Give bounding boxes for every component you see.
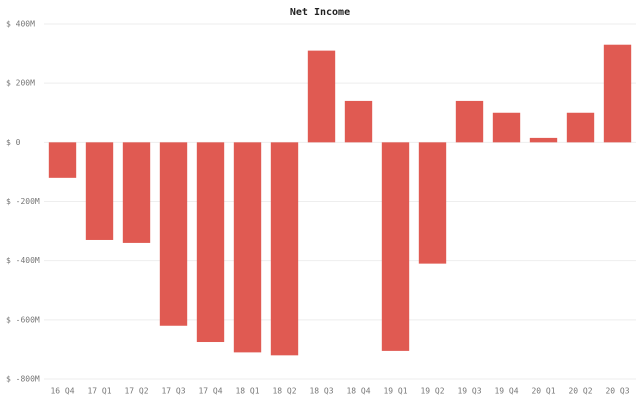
x-tick-label: 18 Q1 xyxy=(235,387,259,396)
x-tick-label: 18 Q4 xyxy=(346,387,370,396)
bar xyxy=(529,137,558,143)
x-tick-label: 17 Q1 xyxy=(87,387,111,396)
bar xyxy=(381,142,410,351)
x-tick-label: 17 Q3 xyxy=(161,387,185,396)
y-tick-label: $ -600M xyxy=(6,315,40,324)
x-tick-label: 17 Q4 xyxy=(198,387,222,396)
x-tick-label: 17 Q2 xyxy=(124,387,148,396)
x-tick-label: 16 Q4 xyxy=(50,387,74,396)
bar xyxy=(85,142,114,240)
bar xyxy=(566,112,595,143)
x-tick-label: 19 Q4 xyxy=(494,387,518,396)
bar xyxy=(603,44,632,143)
bar xyxy=(233,142,262,353)
bar xyxy=(344,100,373,143)
x-tick-label: 19 Q3 xyxy=(457,387,481,396)
x-tick-label: 18 Q3 xyxy=(309,387,333,396)
bar xyxy=(418,142,447,264)
bar xyxy=(196,142,225,343)
x-tick-label: 20 Q3 xyxy=(605,387,629,396)
chart-title: Net Income xyxy=(290,7,350,18)
y-tick-label: $ -400M xyxy=(6,256,40,265)
bar xyxy=(48,142,77,178)
bar xyxy=(122,142,151,243)
bar xyxy=(307,50,336,143)
x-tick-label: 18 Q2 xyxy=(272,387,296,396)
y-tick-label: $ -800M xyxy=(6,375,40,384)
x-tick-label: 20 Q1 xyxy=(531,387,555,396)
y-tick-label: $ -200M xyxy=(6,197,40,206)
x-tick-label: 19 Q2 xyxy=(420,387,444,396)
y-tick-label: $ 0 xyxy=(6,138,21,147)
x-tick-label: 19 Q1 xyxy=(383,387,407,396)
bar xyxy=(455,100,484,143)
bar xyxy=(270,142,299,356)
bar xyxy=(492,112,521,143)
bar xyxy=(159,142,188,326)
y-tick-label: $ 200M xyxy=(6,79,35,88)
x-tick-label: 20 Q2 xyxy=(568,387,592,396)
y-tick-label: $ 400M xyxy=(6,20,35,29)
